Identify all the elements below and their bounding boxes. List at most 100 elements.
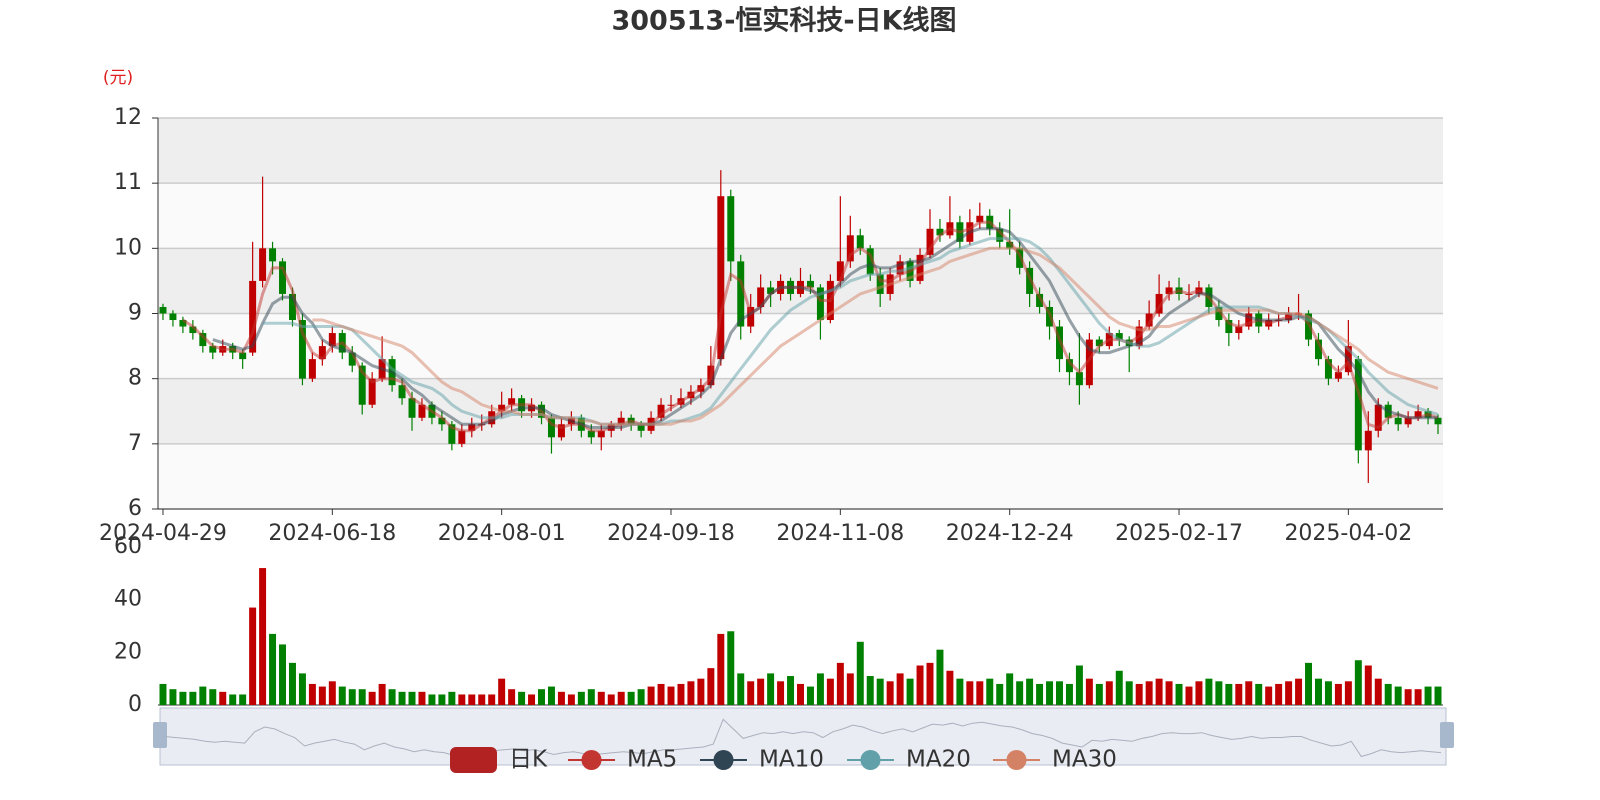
split-area bbox=[158, 118, 1443, 184]
volume-bar bbox=[697, 678, 705, 705]
volume-bar bbox=[597, 691, 605, 705]
candle-body bbox=[1225, 320, 1233, 334]
volume-bar bbox=[159, 683, 167, 705]
volume-bar bbox=[617, 691, 625, 705]
volume-bar bbox=[986, 678, 994, 705]
volume-bar bbox=[936, 649, 944, 705]
volume-bar bbox=[757, 678, 765, 705]
volume-bar bbox=[179, 691, 187, 705]
candle-body bbox=[727, 196, 735, 262]
split-area bbox=[158, 378, 1443, 444]
zoom-track[interactable] bbox=[159, 707, 1447, 766]
zoom-handle[interactable] bbox=[153, 722, 167, 748]
data-zoom[interactable] bbox=[153, 707, 1454, 766]
volume-bar bbox=[747, 681, 755, 705]
y-tick-label: 6 bbox=[128, 496, 142, 521]
x-tick-label: 2024-11-08 bbox=[776, 521, 904, 546]
candle-body bbox=[1095, 339, 1103, 347]
candle-body bbox=[637, 424, 645, 431]
candle-body bbox=[876, 274, 884, 294]
volume-bar bbox=[816, 673, 824, 705]
candle-body bbox=[996, 228, 1004, 242]
candle-body bbox=[468, 424, 476, 431]
legend-label: MA20 bbox=[906, 747, 971, 773]
volume-bar bbox=[1314, 678, 1322, 705]
legend-icon-dot bbox=[860, 750, 881, 770]
candle-body bbox=[1075, 372, 1083, 386]
candle-body bbox=[617, 417, 625, 425]
legend-item[interactable]: 日K bbox=[450, 747, 548, 774]
volume-bar bbox=[587, 689, 595, 705]
candle-body bbox=[348, 352, 356, 366]
volume-bar bbox=[1225, 683, 1233, 705]
volume-bar bbox=[269, 633, 277, 705]
volume-bar bbox=[1344, 681, 1352, 705]
volume-bar bbox=[1095, 683, 1103, 705]
volume-bar bbox=[1285, 681, 1293, 705]
volume-bar bbox=[1195, 681, 1203, 705]
zoom-handle[interactable] bbox=[1440, 722, 1454, 748]
legend[interactable]: 日K MA5 MA10 MA20 MA30 bbox=[450, 747, 1117, 774]
legend-item[interactable]: MA30 bbox=[993, 747, 1117, 773]
volume-bar bbox=[338, 686, 346, 705]
volume-bar bbox=[279, 644, 287, 705]
volume-bar bbox=[1364, 665, 1372, 705]
volume-bar bbox=[1016, 681, 1024, 705]
volume-bar bbox=[1424, 686, 1432, 705]
volume-bar bbox=[1056, 681, 1063, 705]
ma-line bbox=[262, 237, 1439, 426]
x-tick-label: 2025-04-02 bbox=[1284, 521, 1412, 546]
volume-bar bbox=[856, 641, 864, 705]
y-tick-label: 7 bbox=[128, 431, 142, 456]
volume-bar bbox=[518, 691, 526, 705]
volume-bar bbox=[547, 686, 555, 705]
volume-bar bbox=[169, 689, 177, 705]
volume-bar bbox=[298, 673, 306, 705]
volume-bar bbox=[1245, 681, 1253, 705]
volume-bar bbox=[876, 678, 884, 705]
volume-y-tick-label: 40 bbox=[114, 587, 142, 612]
volume-bar bbox=[1036, 683, 1044, 705]
candle-body bbox=[936, 228, 944, 236]
candle-body bbox=[836, 261, 844, 281]
volume-bar bbox=[866, 676, 874, 705]
volume-bar bbox=[478, 694, 486, 705]
volume-bar bbox=[408, 691, 416, 705]
volume-bar bbox=[488, 694, 496, 705]
volume-bar bbox=[249, 607, 257, 705]
volume-bar bbox=[508, 689, 516, 705]
volume-bar bbox=[1414, 689, 1422, 705]
volume-bar bbox=[956, 678, 964, 705]
candle-body bbox=[159, 306, 167, 314]
legend-label: MA30 bbox=[1052, 747, 1117, 773]
volume-bar bbox=[1185, 686, 1193, 705]
candle-body bbox=[747, 306, 755, 327]
candle-body bbox=[209, 346, 217, 353]
candle-body bbox=[1145, 313, 1153, 327]
volume-bar bbox=[259, 568, 267, 705]
volume-bar bbox=[1305, 662, 1313, 705]
volume-bar bbox=[1085, 678, 1093, 705]
candle-body bbox=[508, 398, 516, 405]
volume-bar bbox=[846, 673, 854, 705]
legend-item[interactable]: MA10 bbox=[700, 747, 824, 773]
candle-body bbox=[1085, 339, 1093, 386]
volume-bar bbox=[1175, 683, 1183, 705]
volume-bar bbox=[677, 683, 685, 705]
legend-item[interactable]: MA20 bbox=[847, 747, 971, 773]
volume-bar bbox=[418, 691, 426, 705]
candle-body bbox=[1404, 417, 1412, 425]
volume-bar bbox=[328, 681, 336, 705]
x-tick-label: 2024-09-18 bbox=[607, 521, 735, 546]
volume-bar bbox=[498, 678, 506, 705]
y-tick-label: 12 bbox=[114, 105, 142, 130]
legend-item[interactable]: MA5 bbox=[568, 747, 677, 773]
volume-bar bbox=[1075, 665, 1083, 705]
candle-body bbox=[866, 248, 874, 275]
candle-body bbox=[1165, 287, 1173, 294]
chart-title: 300513-恒实科技-日K线图 bbox=[611, 5, 956, 37]
candle-body bbox=[1314, 339, 1322, 360]
volume-bar bbox=[657, 683, 665, 705]
volume-bar bbox=[1374, 678, 1382, 705]
